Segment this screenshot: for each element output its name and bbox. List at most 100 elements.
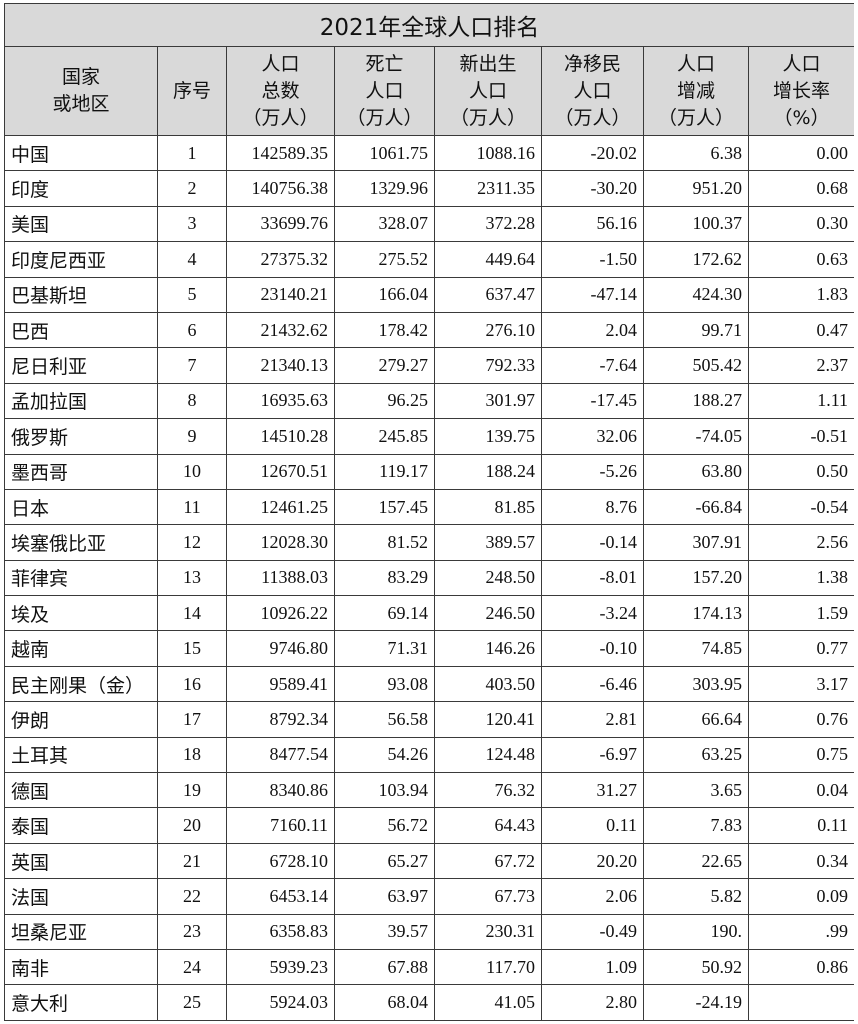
population-change-cell: 174.13 <box>643 595 749 632</box>
deaths-cell: 96.25 <box>334 382 435 420</box>
population-change-cell: 951.20 <box>643 170 749 207</box>
rank-cell: 19 <box>157 772 227 809</box>
rank-cell: 22 <box>157 878 227 915</box>
rank-cell: 2 <box>157 170 227 207</box>
table-row: 巴西 6 21432.62 178.42 276.10 2.04 99.71 0.47 <box>4 311 854 349</box>
table-row: 法国 22 6453.14 63.97 67.73 2.06 5.82 0.09 <box>4 878 854 915</box>
table-row: 菲律宾 13 11388.03 83.29 248.50 -8.01 157.20 1.38 <box>4 559 854 597</box>
net-migration-cell: -47.14 <box>541 276 644 313</box>
births-cell: 124.48 <box>434 736 542 774</box>
table-row: 日本 11 12461.25 157.45 81.85 8.76 -66.84 -0.54 <box>4 488 854 526</box>
total-population-cell: 142589.35 <box>226 134 335 172</box>
deaths-cell: 119.17 <box>334 453 435 490</box>
net-migration-cell: -0.10 <box>541 630 644 667</box>
total-population-cell: 6453.14 <box>226 878 335 915</box>
header-line: 人口 <box>468 79 507 102</box>
country-cell: 坦桑尼亚 <box>4 913 158 950</box>
country-cell: 埃塞俄比亚 <box>4 524 158 561</box>
table-row: 泰国 20 7160.11 56.72 64.43 0.11 7.83 0.11 <box>4 807 854 844</box>
country-cell: 美国 <box>4 205 158 243</box>
country-cell: 法国 <box>4 878 158 915</box>
population-table-container: 2021年全球人口排名 国家 或地区 序号 人口 总数 （万人） 死亡 人口 （万人） 新出生 人口… <box>4 3 854 1024</box>
deaths-cell: 279.27 <box>334 347 435 384</box>
header-line: 增长率 <box>773 79 831 102</box>
header-line: 人口 <box>573 79 612 102</box>
header-line: 新出生 <box>459 52 517 75</box>
net-migration-cell: 0.11 <box>541 807 644 844</box>
country-cell: 印度 <box>4 170 158 207</box>
population-change-cell: 307.91 <box>643 524 749 561</box>
country-cell: 中国 <box>4 134 158 172</box>
table-title: 2021年全球人口排名 <box>4 3 854 47</box>
growth-rate-cell: 0.77 <box>747 630 854 667</box>
deaths-cell: 93.08 <box>334 665 435 703</box>
table-row: 德国 19 8340.86 103.94 76.32 31.27 3.65 0.04 <box>4 772 854 809</box>
population-change-cell: 22.65 <box>643 842 749 880</box>
births-cell: 792.33 <box>434 347 542 384</box>
table-row: 埃及 14 10926.22 69.14 246.50 -3.24 174.13 1.59 <box>4 595 854 632</box>
net-migration-cell: 2.04 <box>541 311 644 349</box>
table-row: 伊朗 17 8792.34 56.58 120.41 2.81 66.64 0.76 <box>4 701 854 738</box>
table-row: 墨西哥 10 12670.51 119.17 188.24 -5.26 63.80 0.50 <box>4 453 854 490</box>
header-row: 国家 或地区 序号 人口 总数 （万人） 死亡 人口 （万人） 新出生 人口 （万人） 净移民 人口 （万人… <box>4 46 854 136</box>
country-cell: 伊朗 <box>4 701 158 738</box>
growth-rate-cell: 0.68 <box>747 170 854 207</box>
rank-cell: 10 <box>157 453 227 490</box>
rank-cell: 1 <box>157 134 227 172</box>
header-line: （万人） <box>242 106 319 129</box>
rank-cell: 17 <box>157 701 227 738</box>
rank-cell: 12 <box>157 524 227 561</box>
total-population-cell: 6358.83 <box>226 913 335 950</box>
rank-cell: 8 <box>157 382 227 420</box>
header-line: 人口 <box>261 52 300 75</box>
deaths-cell: 68.04 <box>334 984 435 1021</box>
country-cell: 英国 <box>4 842 158 880</box>
births-cell: 449.64 <box>434 241 542 278</box>
net-migration-cell: 2.06 <box>541 878 644 915</box>
deaths-cell: 1061.75 <box>334 134 435 172</box>
deaths-cell: 103.94 <box>334 772 435 809</box>
growth-rate-cell: 2.56 <box>747 524 854 561</box>
country-cell: 土耳其 <box>4 736 158 774</box>
population-change-header: 人口 增减 （万人） <box>643 46 749 136</box>
country-cell: 巴基斯坦 <box>4 276 158 313</box>
header-line: （万人） <box>554 106 631 129</box>
header-line: （万人） <box>346 106 423 129</box>
total-population-cell: 10926.22 <box>226 595 335 632</box>
country-cell: 尼日利亚 <box>4 347 158 384</box>
header-line: 总数 <box>261 79 300 102</box>
deaths-cell: 39.57 <box>334 913 435 950</box>
growth-rate-cell: 1.83 <box>747 276 854 313</box>
net-migration-cell: 2.80 <box>541 984 644 1021</box>
deaths-cell: 166.04 <box>334 276 435 313</box>
table-row: 印度 2 140756.38 1329.96 2311.35 -30.20 951.20 0.… <box>4 170 854 207</box>
country-cell: 泰国 <box>4 807 158 844</box>
country-cell: 民主刚果（金） <box>4 665 158 703</box>
population-change-cell: 99.71 <box>643 311 749 349</box>
table-row: 尼日利亚 7 21340.13 279.27 792.33 -7.64 505.42 2.37 <box>4 347 854 384</box>
header-line: 国家 <box>61 66 100 88</box>
table-row: 印度尼西亚 4 27375.32 275.52 449.64 -1.50 172.62 0.6… <box>4 241 854 278</box>
table-row: 意大利 25 5924.03 68.04 41.05 2.80 -24.19 <box>4 984 854 1021</box>
births-cell: 146.26 <box>434 630 542 667</box>
rank-cell: 20 <box>157 807 227 844</box>
births-cell: 1088.16 <box>434 134 542 172</box>
deaths-cell: 245.85 <box>334 418 435 455</box>
births-cell: 41.05 <box>434 984 542 1021</box>
rank-cell: 18 <box>157 736 227 774</box>
growth-rate-header: 人口 增长率 （%） <box>747 46 854 136</box>
net-migration-cell: 2.81 <box>541 701 644 738</box>
net-migration-cell: -3.24 <box>541 595 644 632</box>
country-cell: 德国 <box>4 772 158 809</box>
table-row: 美国 3 33699.76 328.07 372.28 56.16 100.37 0.30 <box>4 205 854 243</box>
table-row: 英国 21 6728.10 65.27 67.72 20.20 22.65 0.34 <box>4 842 854 880</box>
country-cell: 南非 <box>4 948 158 986</box>
growth-rate-cell: 0.63 <box>747 241 854 278</box>
growth-rate-cell: .99 <box>747 913 854 950</box>
rank-cell: 3 <box>157 205 227 243</box>
deaths-cell: 69.14 <box>334 595 435 632</box>
table-row: 越南 15 9746.80 71.31 146.26 -0.10 74.85 0.77 <box>4 630 854 667</box>
population-change-cell: 505.42 <box>643 347 749 384</box>
population-change-cell: 63.25 <box>643 736 749 774</box>
rank-header: 序号 <box>157 46 227 136</box>
